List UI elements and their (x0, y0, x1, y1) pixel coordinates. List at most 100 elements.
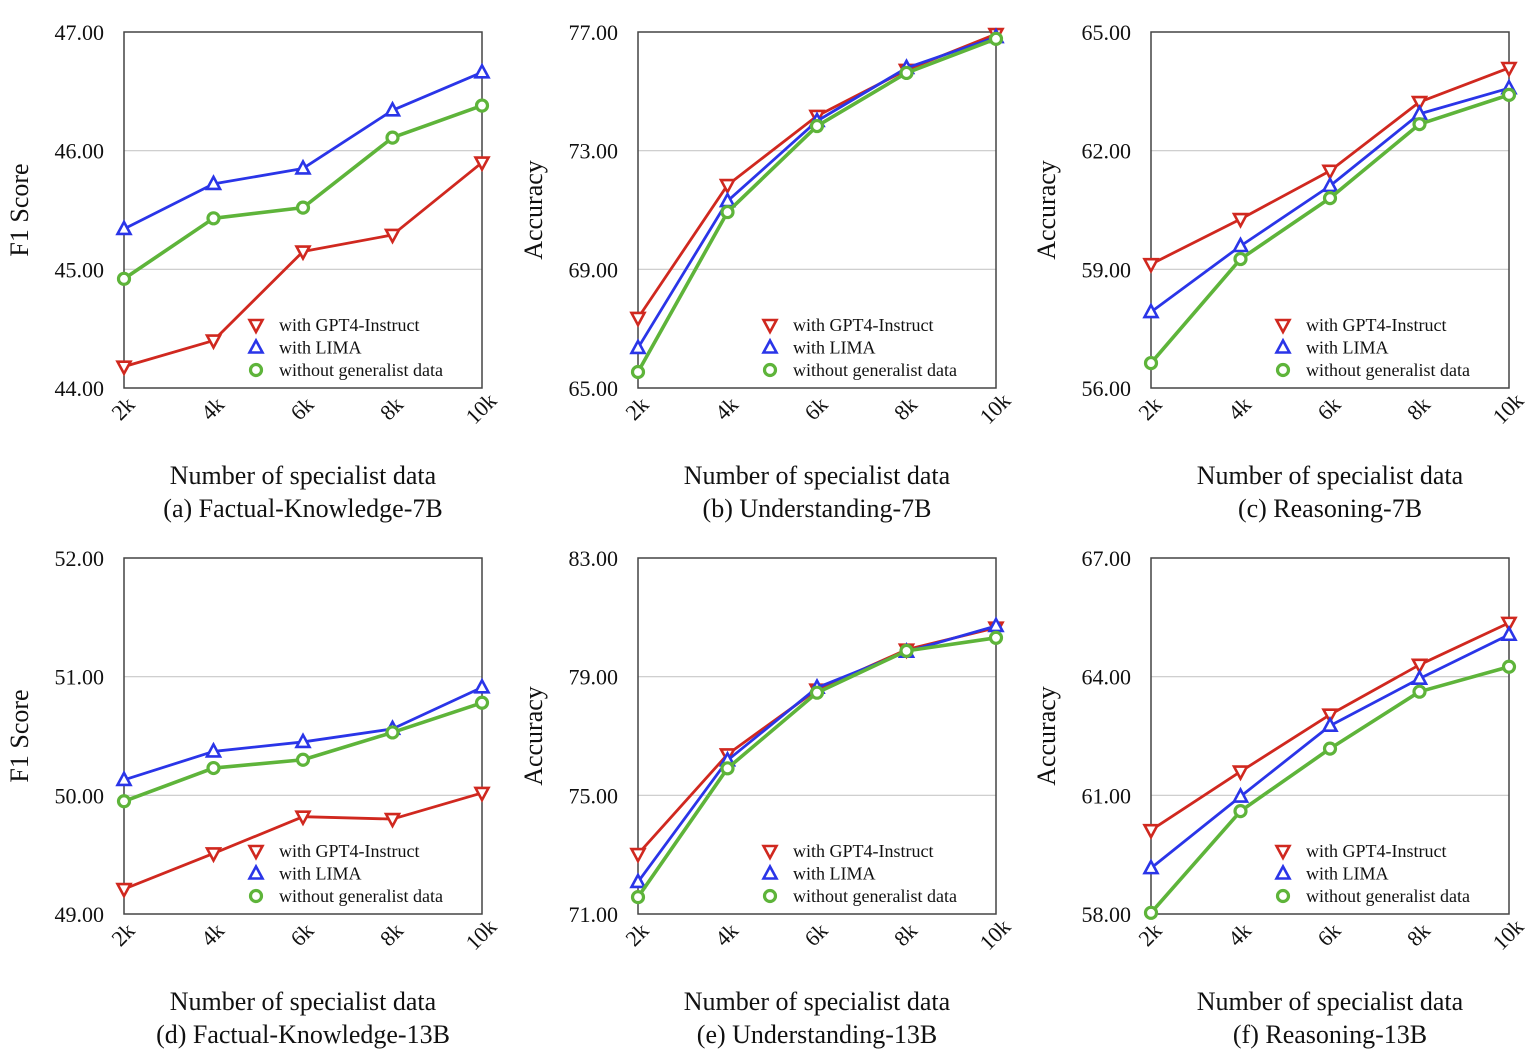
legend-marker-lima (761, 337, 779, 354)
legend-label: with LIMA (279, 864, 362, 884)
y-tick-label: 58.00 (1082, 902, 1132, 927)
y-tick-label: 77.00 (569, 20, 619, 45)
y-tick-label: 83.00 (569, 546, 619, 571)
y-tick-label: 56.00 (1082, 376, 1132, 401)
x-tick-label: 4k (196, 392, 229, 425)
legend-label: with GPT4-Instruct (793, 841, 933, 861)
data-point-none (809, 685, 825, 700)
data-point-none (295, 200, 311, 215)
y-tick-label: 65.00 (569, 376, 619, 401)
x-tick-label: 4k (1223, 392, 1256, 425)
data-point-none (1143, 355, 1159, 371)
legend-marker-none (248, 888, 264, 904)
data-point-lima (204, 741, 223, 758)
x-tick-label: 10k (1487, 388, 1528, 429)
x-tick-label: 4k (710, 392, 743, 425)
series-gpt4 (1142, 616, 1518, 840)
data-point-none (988, 31, 1004, 46)
series-lima (1142, 625, 1518, 875)
legend-marker-lima (1274, 337, 1292, 354)
data-point-lima (1142, 302, 1160, 319)
x-tick-label: 6k (1312, 392, 1345, 425)
x-tick-label: 8k (375, 918, 408, 951)
data-point-none (720, 204, 735, 220)
legend-label: without generalist data (793, 360, 957, 380)
data-point-lima (1231, 786, 1250, 803)
x-axis-label: Number of specialist data (170, 987, 437, 1016)
y-tick-label: 45.00 (55, 257, 105, 282)
legend-marker-none (248, 362, 264, 378)
data-point-none (630, 889, 646, 905)
data-point-none (1412, 684, 1427, 699)
x-axis-label: Number of specialist data (684, 461, 951, 490)
plot-frame (637, 31, 997, 389)
data-point-none (720, 761, 735, 776)
data-point-gpt4 (383, 228, 402, 245)
y-tick-label: 50.00 (55, 783, 105, 808)
x-tick-label: 4k (1223, 918, 1256, 951)
legend-label: without generalist data (1306, 360, 1470, 380)
plot-frame (123, 31, 483, 389)
legend-label: with GPT4-Instruct (1306, 841, 1446, 861)
data-point-none (899, 643, 914, 658)
plot-frame (637, 557, 997, 915)
plot-frame (123, 557, 483, 915)
plot-frame (1150, 557, 1510, 915)
data-point-lima (1321, 176, 1339, 193)
series-line-none (123, 701, 483, 803)
data-point-gpt4 (473, 156, 491, 173)
x-tick-label: 8k (889, 918, 922, 951)
y-tick-label: 71.00 (569, 902, 619, 927)
x-tick-label: 10k (974, 388, 1015, 429)
x-tick-label: 2k (106, 918, 139, 951)
legend-marker-lima (1274, 863, 1292, 880)
chart-panel: 58.00 61.00 64.00 67.00 2k 4k 6k 8k 10k Accuracy N… (1032, 546, 1528, 1049)
data-point-gpt4 (294, 245, 312, 262)
data-point-gpt4 (204, 847, 223, 864)
series-lima (115, 677, 491, 787)
data-point-gpt4 (115, 360, 133, 377)
series-none (116, 695, 490, 809)
legend-marker-gpt4 (247, 318, 265, 335)
legend-marker-gpt4 (761, 318, 779, 335)
legend-label: with GPT4-Instruct (1306, 315, 1446, 335)
data-point-none (899, 65, 914, 81)
series-none (630, 630, 1004, 905)
legend-label: with LIMA (1306, 338, 1389, 358)
legend-label: with LIMA (1306, 864, 1389, 884)
y-axis-label: Accuracy (519, 160, 548, 260)
x-tick-label: 10k (460, 914, 501, 955)
x-tick-label: 6k (285, 392, 318, 425)
legend-label: without generalist data (279, 360, 443, 380)
data-point-lima (383, 100, 402, 117)
x-tick-label: 6k (285, 918, 318, 951)
data-point-none (1501, 87, 1517, 102)
y-axis-label: F1 Score (5, 163, 34, 256)
x-tick-label: 6k (799, 918, 832, 951)
data-point-lima (115, 219, 133, 236)
chart-panel: 44.00 45.00 46.00 47.00 2k 4k 6k 8k 10k F1 Score N… (5, 20, 501, 523)
series-lima (629, 27, 1005, 355)
series-none (1143, 87, 1517, 371)
chart-caption: (e) Understanding-13B (697, 1020, 937, 1049)
legend-label: with GPT4-Instruct (279, 315, 419, 335)
chart-panel: 56.00 59.00 62.00 65.00 2k 4k 6k 8k 10k Accuracy N… (1032, 20, 1528, 523)
legend-marker-none (762, 888, 778, 904)
data-point-none (295, 752, 311, 767)
legend-marker-lima (247, 863, 265, 880)
data-point-lima (1321, 715, 1339, 733)
chart-caption: (c) Reasoning-7B (1238, 494, 1422, 523)
legend-label: with GPT4-Instruct (793, 315, 933, 335)
y-tick-label: 44.00 (55, 376, 105, 401)
legend-label: without generalist data (793, 886, 957, 906)
y-tick-label: 64.00 (1082, 665, 1132, 690)
series-lima (115, 62, 491, 236)
x-tick-label: 10k (1487, 914, 1528, 955)
y-tick-label: 61.00 (1082, 783, 1132, 808)
x-tick-label: 2k (1133, 392, 1166, 425)
data-point-gpt4 (1231, 212, 1250, 229)
